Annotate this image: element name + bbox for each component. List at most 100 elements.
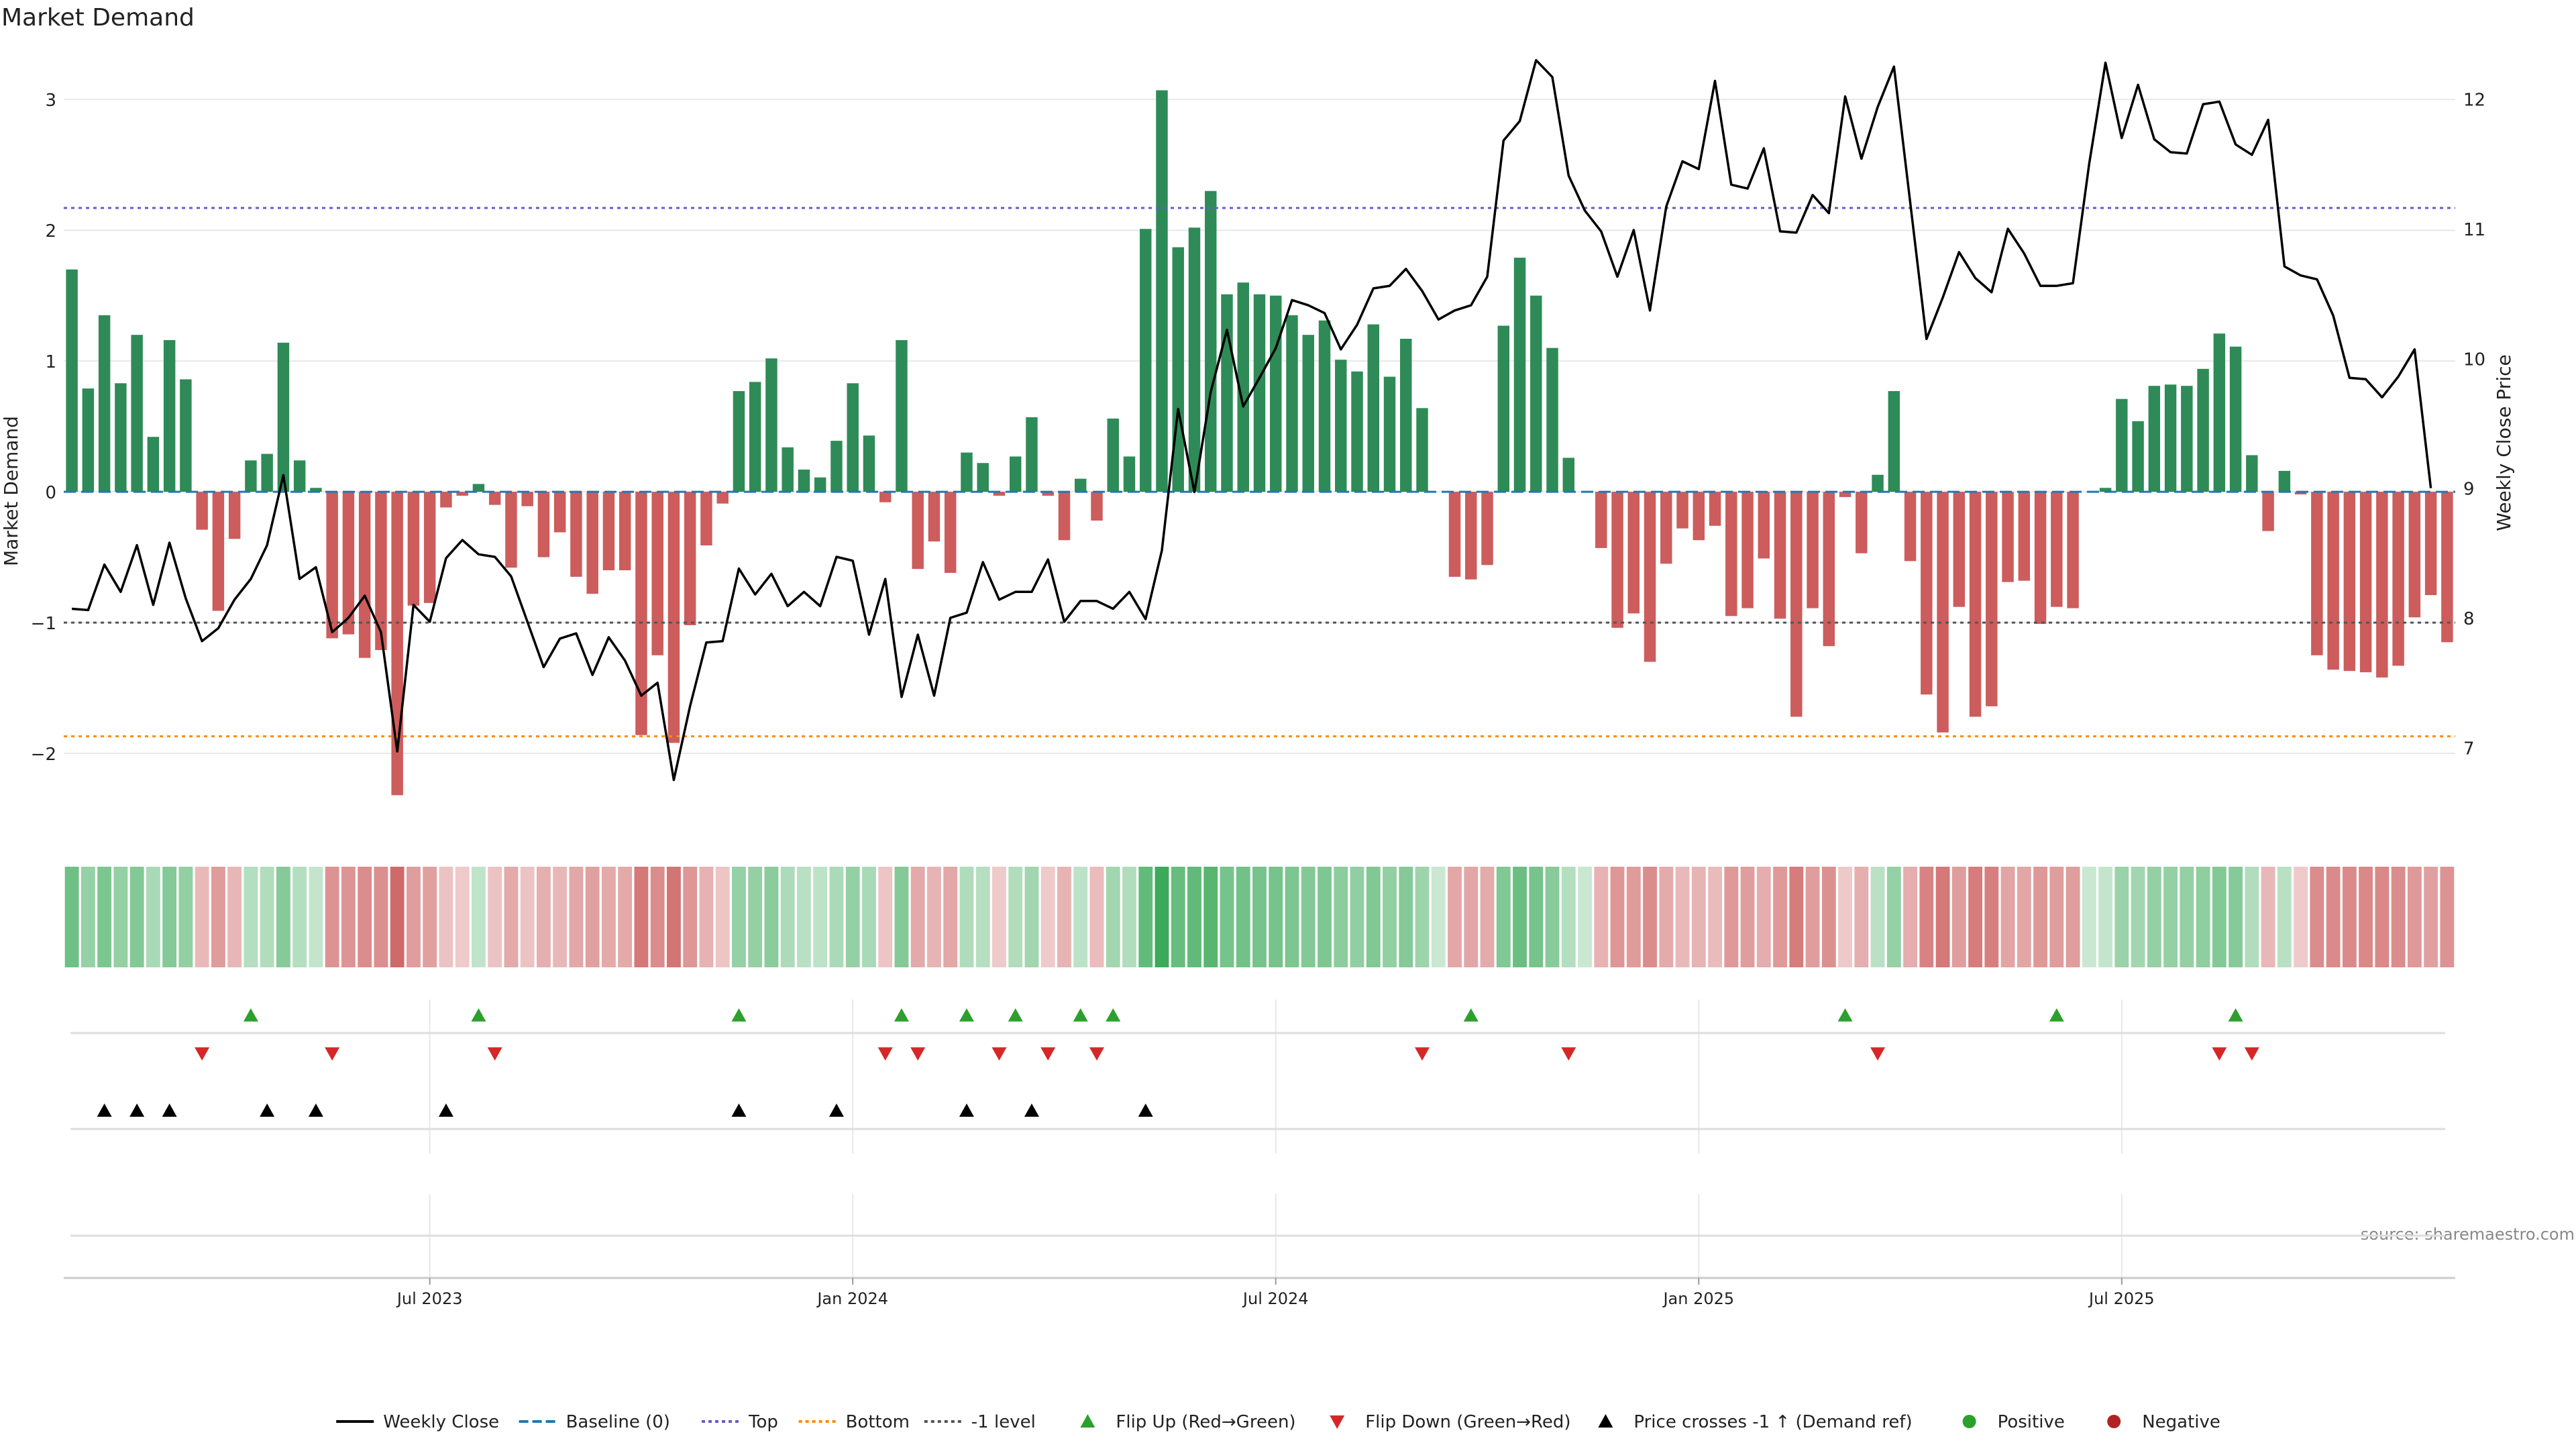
strip-cell xyxy=(1675,867,1690,967)
flip-up-marker xyxy=(1106,1008,1121,1022)
legend-label: Weekly Close xyxy=(383,1412,499,1432)
strip-cell xyxy=(1301,867,1316,967)
demand-bar-negative xyxy=(1448,492,1461,577)
demand-bar-positive xyxy=(1367,324,1379,492)
demand-bar-negative xyxy=(2067,492,2079,608)
demand-bar-negative xyxy=(2359,492,2372,673)
legend-swatch-triangle-up xyxy=(1598,1414,1613,1428)
demand-bar-negative xyxy=(1091,492,1103,521)
flip-down-marker xyxy=(487,1047,502,1061)
demand-bar-positive xyxy=(180,379,192,492)
flip-up-marker xyxy=(2228,1008,2243,1022)
strip-cell xyxy=(520,867,535,967)
demand-bar-positive xyxy=(2148,386,2161,492)
demand-bar-positive xyxy=(1237,282,1249,492)
demand-bar-negative xyxy=(1042,492,1054,496)
demand-bar-negative xyxy=(1644,492,1656,662)
demand-bar-negative xyxy=(440,492,452,508)
strip-cell xyxy=(943,867,958,967)
flip-up-marker xyxy=(243,1008,258,1022)
strip-cell xyxy=(1089,867,1104,967)
strip-cell xyxy=(1448,867,1462,967)
demand-bar-negative xyxy=(1921,492,1933,695)
demand-bar-positive xyxy=(2213,333,2226,492)
price-cross-marker xyxy=(731,1104,747,1117)
demand-bar-positive xyxy=(131,335,143,492)
demand-bar-positive xyxy=(961,452,973,492)
demand-bar-negative xyxy=(619,492,631,571)
y-tick-label-left: 1 xyxy=(45,352,56,372)
demand-bar-negative xyxy=(570,492,582,577)
strip-cell xyxy=(1236,867,1250,967)
legend-label: Flip Down (Green→Red) xyxy=(1365,1412,1570,1432)
strip-cell xyxy=(1073,867,1088,967)
demand-bar-positive xyxy=(1872,474,1884,492)
flip-up-marker xyxy=(894,1008,909,1022)
strip-cell xyxy=(406,867,421,967)
strip-cell xyxy=(1415,867,1430,967)
demand-bar-positive xyxy=(733,390,745,492)
demand-bar-negative xyxy=(716,492,729,504)
strip-cell xyxy=(813,867,828,967)
strip-cell xyxy=(292,867,307,967)
strip-cell xyxy=(1561,867,1576,967)
source-note: source: sharemaestro.com xyxy=(2361,1225,2575,1244)
demand-bar-negative xyxy=(635,492,647,735)
demand-bar-positive xyxy=(782,447,794,492)
demand-bar-negative xyxy=(1676,492,1688,529)
demand-bar-positive xyxy=(1497,325,1510,492)
strip-cell xyxy=(1903,867,1917,967)
demand-bar-negative xyxy=(1595,492,1607,548)
flip-up-marker xyxy=(1073,1008,1088,1022)
legend-swatch-triangle-up xyxy=(1080,1414,1095,1428)
strip-cell xyxy=(1138,867,1153,967)
strip-cell xyxy=(2440,867,2455,967)
strip-cell xyxy=(1399,867,1413,967)
demand-bar-negative xyxy=(521,492,533,506)
strip-cell xyxy=(1626,867,1641,967)
strip-cell xyxy=(2375,867,2390,967)
price-cross-marker xyxy=(1024,1104,1039,1117)
strip-cell xyxy=(1155,867,1169,967)
demand-bar-positive xyxy=(1123,456,1136,492)
strip-cell xyxy=(2229,867,2243,967)
strip-cell xyxy=(244,867,258,967)
demand-bar-negative xyxy=(1465,492,1477,580)
strip-cell xyxy=(1870,867,1885,967)
strip-cell xyxy=(129,867,144,967)
strip-cell xyxy=(1610,867,1625,967)
x-axis: Jul 2023 Jan 2024 Jul 2024 Jan 2025 Jul 2025 xyxy=(64,1277,2455,1308)
demand-bar-negative xyxy=(944,492,957,573)
left-axis-ticks: 3 2 1 0 −1 −2 xyxy=(31,91,56,765)
strip-cell xyxy=(1545,867,1560,967)
flip-up-marker xyxy=(1837,1008,1853,1022)
demand-bar-negative xyxy=(342,492,355,635)
demand-bar-negative xyxy=(2424,492,2437,596)
demand-bar-positive xyxy=(2116,398,2128,492)
demand-bar-positive xyxy=(2197,368,2209,492)
strip-cell xyxy=(488,867,502,967)
strip-cell xyxy=(975,867,990,967)
strip-cell xyxy=(162,867,177,967)
reference-lines xyxy=(64,207,2455,738)
strip-cell xyxy=(992,867,1006,967)
strip-cell xyxy=(1578,867,1592,967)
strip-cell xyxy=(2196,867,2210,967)
demand-bar-positive xyxy=(261,453,273,492)
demand-bar-negative xyxy=(2408,492,2421,618)
legend: Weekly Close Baseline (0) Top Bottom -1 leve… xyxy=(336,1412,2220,1432)
y-tick-label-right: 8 xyxy=(2463,609,2475,629)
strip-cell xyxy=(2114,867,2129,967)
strip-cell xyxy=(1724,867,1739,967)
flip-up-marker xyxy=(1008,1008,1023,1022)
demand-bar-positive xyxy=(66,269,78,492)
price-cross-marker xyxy=(438,1104,453,1117)
strip-cell xyxy=(1854,867,1869,967)
legend-label: Baseline (0) xyxy=(566,1412,670,1432)
strip-cell xyxy=(1594,867,1609,967)
strip-cell xyxy=(764,867,779,967)
strip-cell xyxy=(683,867,698,967)
demand-bar-negative xyxy=(1904,492,1917,561)
demand-bar-negative xyxy=(1856,492,1868,553)
strip-cell xyxy=(1350,867,1364,967)
